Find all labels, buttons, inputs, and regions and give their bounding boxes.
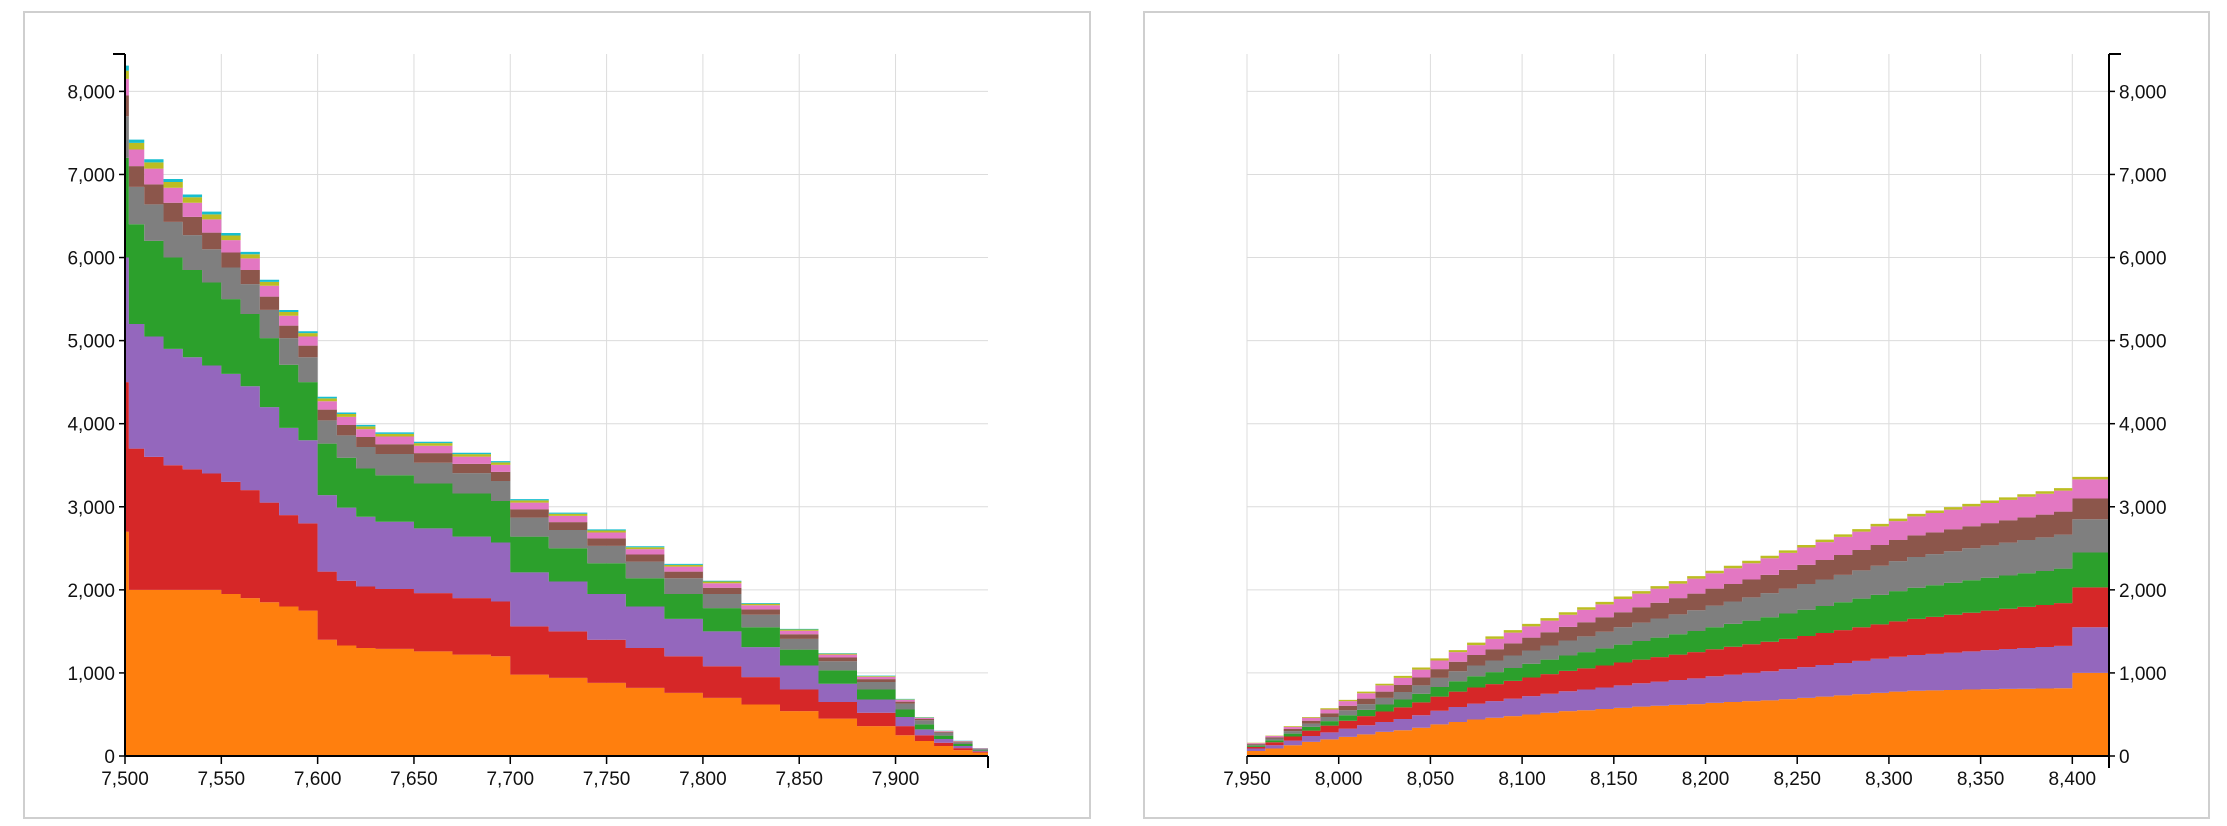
x-tick-label: 8,400 [2049,769,2097,790]
series-area-6 [1247,498,2109,745]
y-tick-label: 0 [104,747,115,768]
y-tick-label: 4,000 [67,415,115,436]
axes: 7,500 7,550 7,600 7,650 7,700 7,750 7,800 7,850… [67,53,989,790]
x-tick-label: 7,900 [872,769,920,790]
y-tick-label: 2,000 [2119,581,2167,602]
x-tick-label: 8,150 [1590,769,1638,790]
y-tick-label: 0 [2119,747,2130,768]
series-area-2 [125,382,988,755]
series-area-5 [1247,519,2109,746]
x-tick-label: 8,350 [1957,769,2005,790]
y-tick-label: 3,000 [2119,498,2167,519]
x-tick-label: 8,050 [1407,769,1455,790]
series-area-4 [1247,552,2109,747]
y-tick-label: 6,000 [2119,249,2167,270]
y-tick-label: 7,000 [67,165,115,186]
x-tick-label: 7,550 [198,769,246,790]
series-area-1 [125,531,988,756]
series-area-3 [1247,587,2109,749]
series-areas [1247,476,2109,756]
x-tick-label: 7,750 [583,769,631,790]
y-tick-label: 5,000 [67,332,115,353]
series-area-3 [125,257,988,755]
x-tick-label: 8,000 [1315,769,1363,790]
x-tick-label: 8,200 [1682,769,1730,790]
y-tick-label: 3,000 [67,498,115,519]
axes: 7,950 8,000 8,050 8,100 8,150 8,200 8,250 8,300… [1223,53,2167,790]
y-tick-label: 1,000 [2119,664,2167,685]
x-tick-label: 8,300 [1865,769,1913,790]
chart-panel-right: 7,950 8,000 8,050 8,100 8,150 8,200 8,250 8,300… [1143,11,2210,819]
x-tick-label: 7,500 [101,769,149,790]
y-tick-label: 2,000 [67,581,115,602]
y-tick-label: 5,000 [2119,332,2167,353]
x-tick-label: 7,850 [775,769,823,790]
stacked-area-chart-right: 7,950 8,000 8,050 8,100 8,150 8,200 8,250 8,300… [1223,53,2167,790]
chart-panel-left: 7,500 7,550 7,600 7,650 7,700 7,750 7,800 7,850… [23,11,1091,819]
x-tick-label: 7,700 [486,769,534,790]
x-tick-label: 7,600 [294,769,342,790]
y-tick-label: 8,000 [2119,82,2167,103]
y-tick-label: 4,000 [2119,415,2167,436]
x-tick-label: 8,100 [1498,769,1546,790]
series-area-1 [1247,672,2109,756]
y-tick-label: 8,000 [67,82,115,103]
series-area-2 [1247,627,2109,752]
series-area-7 [1247,479,2109,744]
y-tick-label: 6,000 [67,249,115,270]
series-areas [125,65,988,756]
x-tick-label: 7,800 [679,769,727,790]
y-tick-label: 1,000 [67,664,115,685]
y-tick-label: 7,000 [2119,165,2167,186]
x-tick-label: 7,650 [390,769,438,790]
x-tick-label: 7,950 [1223,769,1271,790]
x-tick-label: 8,250 [1773,769,1821,790]
stacked-area-chart-left: 7,500 7,550 7,600 7,650 7,700 7,750 7,800 7,850… [67,53,989,790]
